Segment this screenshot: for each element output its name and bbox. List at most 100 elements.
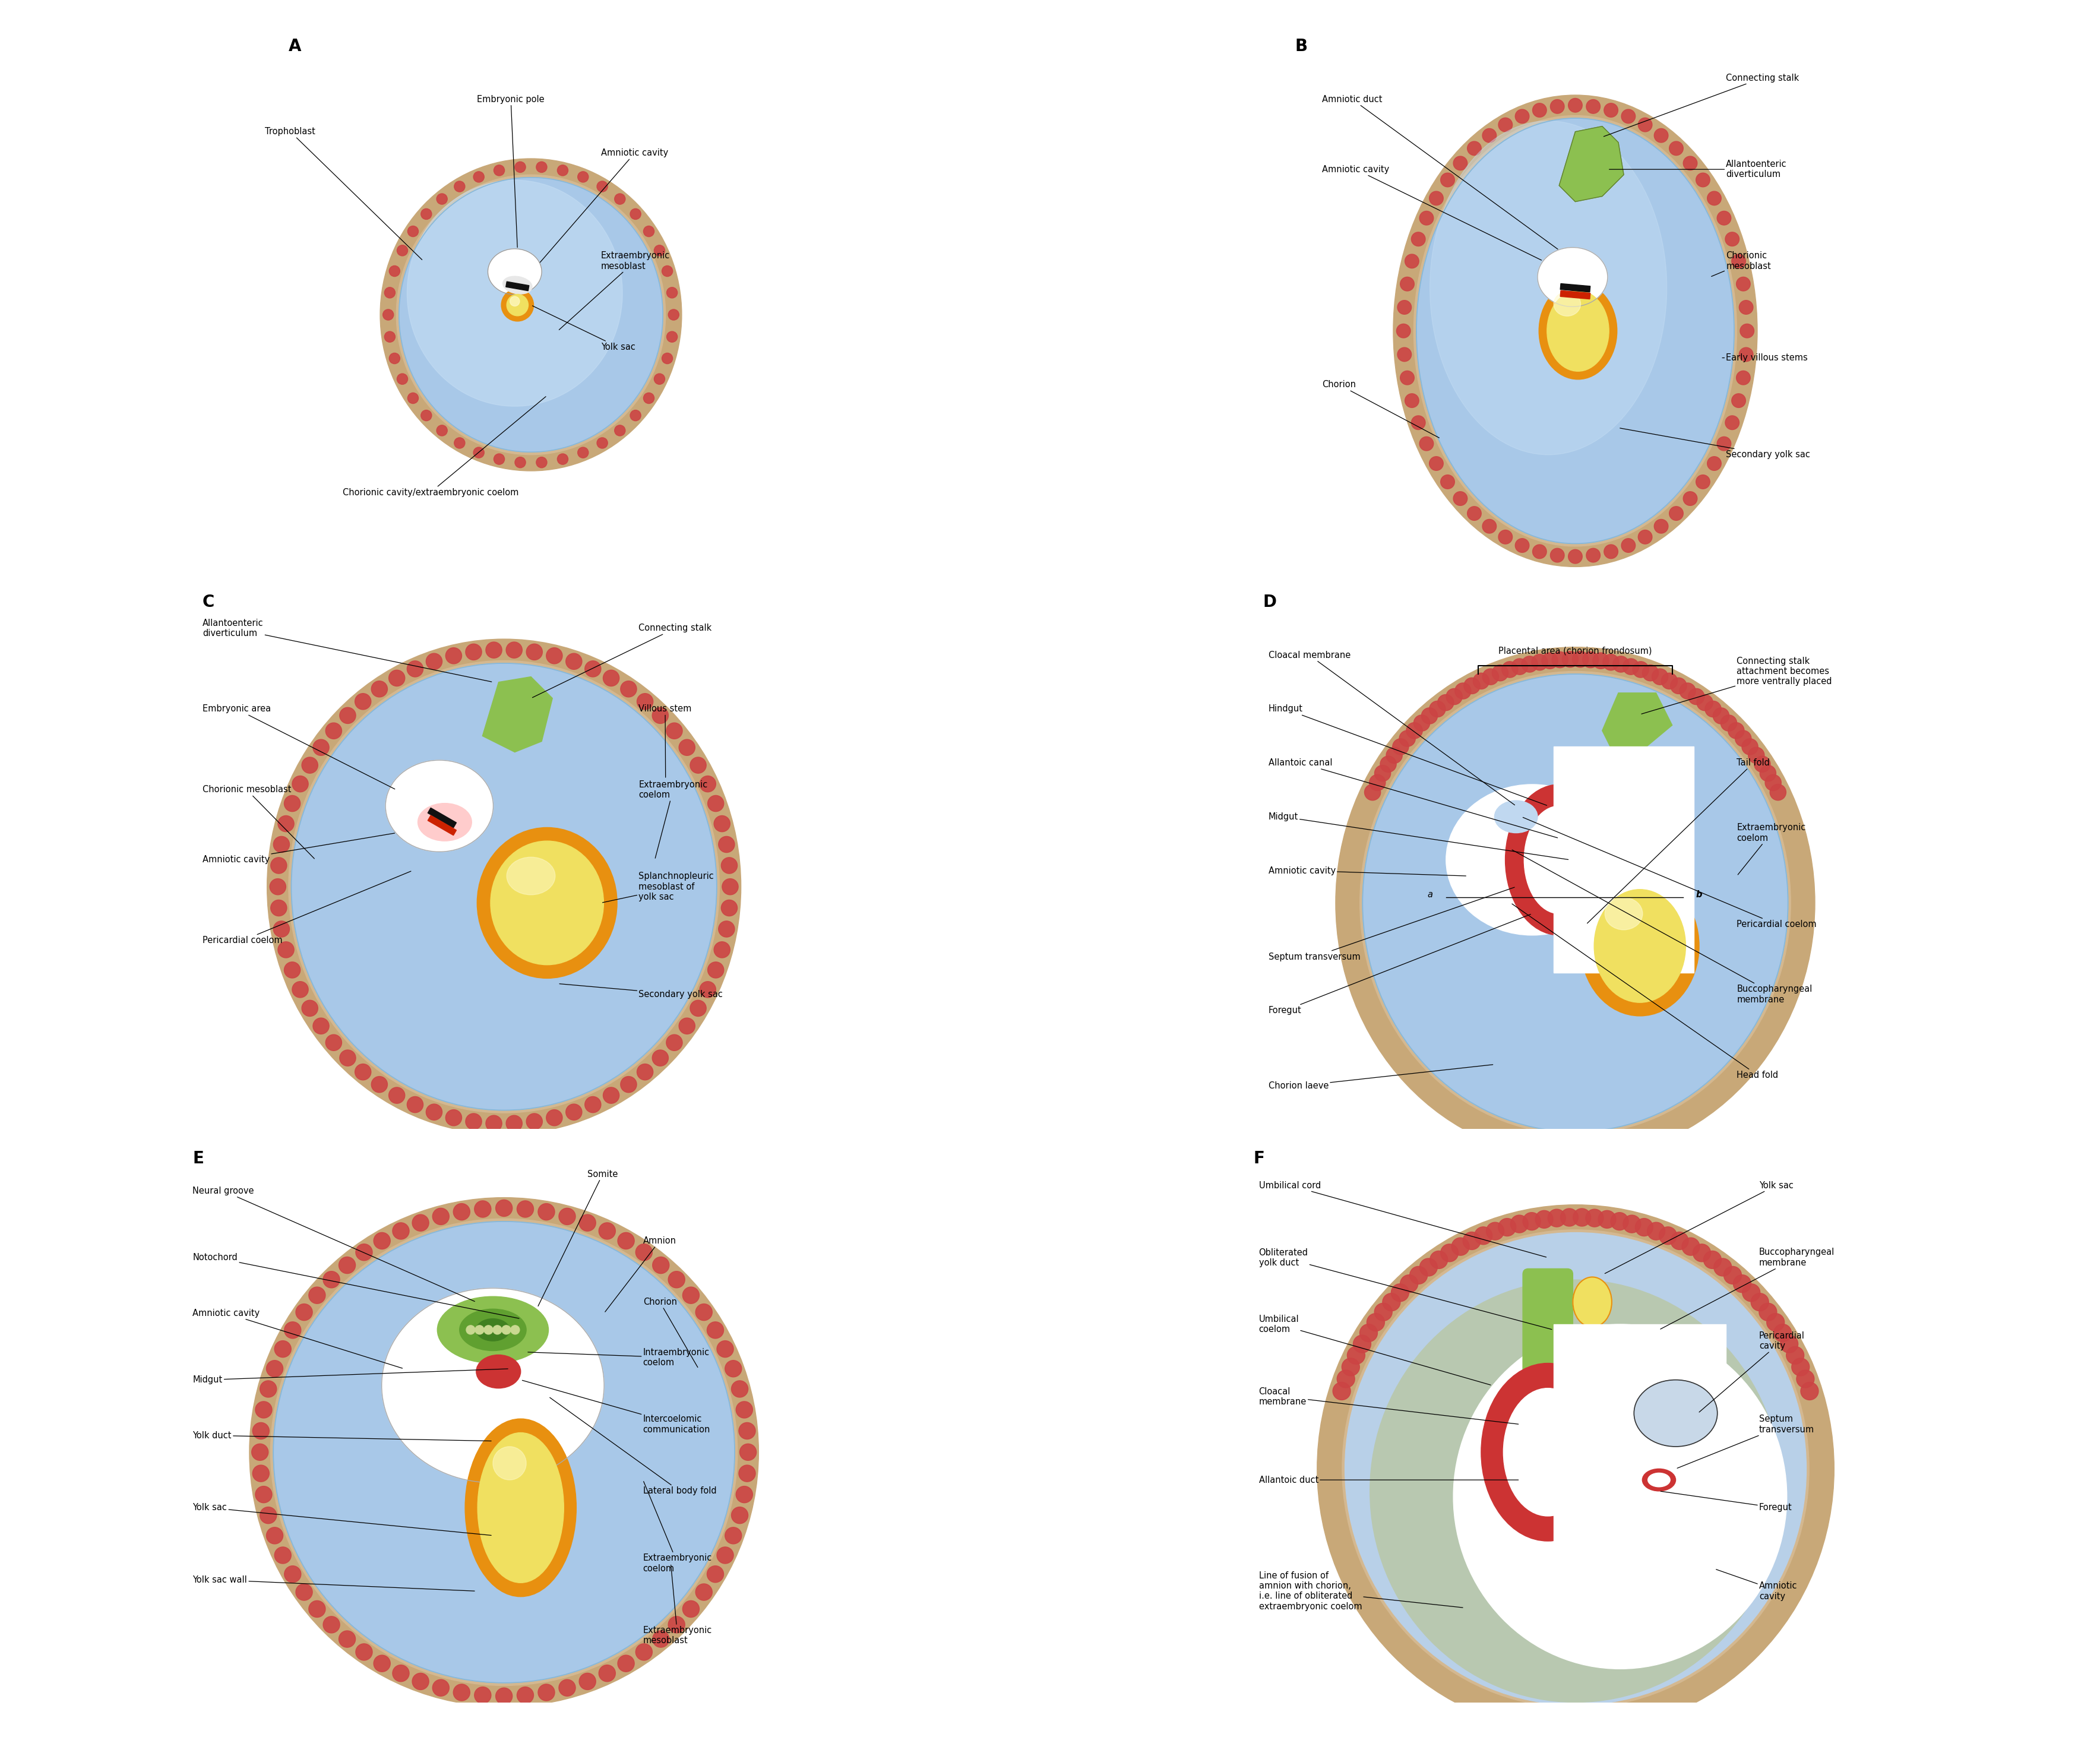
Circle shape bbox=[433, 1209, 449, 1225]
Circle shape bbox=[466, 1325, 475, 1334]
Ellipse shape bbox=[1649, 1473, 1670, 1487]
Circle shape bbox=[617, 1655, 634, 1671]
Circle shape bbox=[556, 453, 569, 464]
Circle shape bbox=[643, 226, 655, 236]
Text: Extraembryonic
mesoblast: Extraembryonic mesoblast bbox=[643, 1565, 712, 1645]
Circle shape bbox=[1781, 1336, 1798, 1353]
Text: Connecting stalk: Connecting stalk bbox=[533, 624, 712, 698]
Text: F: F bbox=[1254, 1150, 1264, 1167]
Circle shape bbox=[1795, 1370, 1814, 1388]
Text: Intercoelomic
communication: Intercoelomic communication bbox=[523, 1381, 710, 1435]
Circle shape bbox=[1732, 254, 1745, 267]
Circle shape bbox=[426, 1105, 443, 1120]
Circle shape bbox=[1737, 370, 1749, 386]
Ellipse shape bbox=[477, 1433, 563, 1582]
Text: Chorion laeve: Chorion laeve bbox=[1268, 1065, 1493, 1091]
Ellipse shape bbox=[1392, 96, 1758, 566]
Circle shape bbox=[323, 1617, 340, 1633]
Text: Tail fold: Tail fold bbox=[1588, 759, 1770, 924]
Circle shape bbox=[1739, 347, 1754, 361]
Circle shape bbox=[1703, 1251, 1722, 1268]
Circle shape bbox=[1598, 1211, 1617, 1228]
Circle shape bbox=[1359, 1324, 1378, 1343]
Circle shape bbox=[1714, 1258, 1732, 1277]
Circle shape bbox=[514, 162, 525, 172]
Ellipse shape bbox=[1336, 648, 1814, 1159]
Circle shape bbox=[388, 266, 399, 276]
Circle shape bbox=[1732, 394, 1745, 408]
Circle shape bbox=[437, 193, 447, 205]
Circle shape bbox=[1401, 1275, 1418, 1292]
Circle shape bbox=[653, 707, 668, 724]
Circle shape bbox=[1655, 519, 1667, 533]
Circle shape bbox=[695, 1584, 712, 1600]
Circle shape bbox=[412, 1673, 428, 1690]
Ellipse shape bbox=[1642, 1470, 1676, 1490]
Circle shape bbox=[472, 172, 485, 182]
Text: Amniotic cavity: Amniotic cavity bbox=[1323, 165, 1541, 261]
Circle shape bbox=[1516, 538, 1529, 552]
Ellipse shape bbox=[1415, 118, 1735, 544]
Text: Amniotic cavity: Amniotic cavity bbox=[1268, 867, 1466, 875]
Ellipse shape bbox=[493, 1447, 527, 1480]
Circle shape bbox=[1718, 212, 1730, 226]
Circle shape bbox=[493, 1325, 502, 1334]
Text: E: E bbox=[193, 1150, 204, 1167]
Circle shape bbox=[267, 1360, 284, 1377]
Circle shape bbox=[485, 1115, 502, 1131]
Ellipse shape bbox=[1361, 672, 1791, 1134]
Circle shape bbox=[485, 643, 502, 658]
Circle shape bbox=[1491, 665, 1508, 681]
Text: Splanchnopleuric
mesoblast of
yolk sac: Splanchnopleuric mesoblast of yolk sac bbox=[603, 872, 714, 903]
Circle shape bbox=[1407, 723, 1422, 738]
Circle shape bbox=[256, 1402, 273, 1417]
Circle shape bbox=[603, 1087, 619, 1103]
Text: Yolk sac: Yolk sac bbox=[1604, 1181, 1793, 1273]
Circle shape bbox=[1483, 129, 1497, 142]
Circle shape bbox=[1474, 1226, 1493, 1245]
Text: Chorionic cavity/extraembryonic coelom: Chorionic cavity/extraembryonic coelom bbox=[342, 396, 546, 497]
Circle shape bbox=[296, 1304, 313, 1320]
Circle shape bbox=[584, 660, 601, 677]
Circle shape bbox=[1728, 723, 1745, 738]
Text: Head fold: Head fold bbox=[1512, 903, 1779, 1080]
Circle shape bbox=[393, 1223, 410, 1238]
Circle shape bbox=[565, 1105, 582, 1120]
Circle shape bbox=[1560, 1209, 1579, 1226]
Text: Umbilical cord: Umbilical cord bbox=[1258, 1181, 1546, 1258]
Ellipse shape bbox=[1573, 1277, 1613, 1327]
Circle shape bbox=[724, 1360, 741, 1377]
Circle shape bbox=[559, 1209, 575, 1225]
Circle shape bbox=[735, 1487, 752, 1503]
Text: Hindgut: Hindgut bbox=[1268, 705, 1548, 806]
Circle shape bbox=[653, 1631, 670, 1647]
Circle shape bbox=[1732, 1275, 1751, 1292]
Text: Somite: Somite bbox=[538, 1169, 617, 1306]
Circle shape bbox=[538, 1685, 554, 1701]
Circle shape bbox=[284, 796, 300, 811]
Circle shape bbox=[284, 1322, 300, 1339]
Circle shape bbox=[454, 181, 464, 191]
Circle shape bbox=[1468, 141, 1480, 155]
Circle shape bbox=[722, 879, 739, 895]
Circle shape bbox=[1787, 1346, 1804, 1364]
Text: Extraembryonic
coelom: Extraembryonic coelom bbox=[1737, 823, 1806, 875]
Circle shape bbox=[1373, 1303, 1392, 1320]
Circle shape bbox=[1455, 683, 1472, 698]
Ellipse shape bbox=[1363, 674, 1787, 1133]
FancyBboxPatch shape bbox=[1554, 747, 1695, 973]
Circle shape bbox=[1405, 254, 1420, 267]
Circle shape bbox=[619, 681, 636, 697]
Circle shape bbox=[1430, 1251, 1447, 1268]
Text: Chorion: Chorion bbox=[643, 1298, 697, 1367]
Circle shape bbox=[496, 1688, 512, 1704]
Circle shape bbox=[1468, 507, 1480, 521]
Circle shape bbox=[252, 1423, 269, 1440]
Circle shape bbox=[1602, 655, 1619, 670]
Circle shape bbox=[252, 1464, 269, 1482]
Text: Pericardial coelom: Pericardial coelom bbox=[1522, 818, 1816, 929]
Circle shape bbox=[714, 816, 731, 832]
Circle shape bbox=[506, 1115, 523, 1131]
Circle shape bbox=[1724, 1266, 1741, 1284]
Circle shape bbox=[1743, 1284, 1760, 1301]
